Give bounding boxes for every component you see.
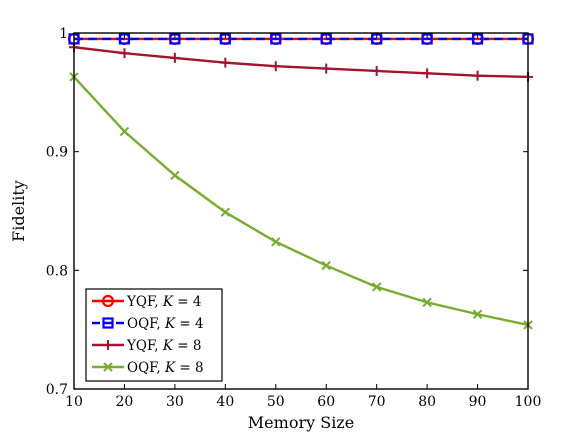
x-tick-label: 90 <box>469 394 487 410</box>
axes-box <box>73 32 529 390</box>
series-3-point-8 <box>472 309 483 319</box>
series-3-point-2 <box>170 170 180 181</box>
series-3-point-7 <box>422 297 432 308</box>
series-3-point-5 <box>321 260 331 271</box>
legend-marker-1 <box>102 317 114 329</box>
series-2-point-2 <box>169 52 180 63</box>
x-tick-label: 40 <box>216 394 234 410</box>
series-line-3 <box>73 76 529 327</box>
legend-item-2: YQF, K = 8 <box>92 338 201 354</box>
x-axis-label: Memory Size <box>248 413 354 432</box>
x-tick-label: 50 <box>267 394 285 410</box>
legend-item-0: YQF, K = 4 <box>92 294 201 310</box>
legend-marker-3 <box>103 362 113 372</box>
y-tick-label: 1 <box>59 26 68 42</box>
y-axis-label: Fidelity <box>9 180 28 242</box>
legend-label-0: YQF, K = 4 <box>126 294 201 310</box>
series-2-point-7 <box>422 68 433 79</box>
x-tick-label: 10 <box>65 394 83 410</box>
legend-item-3: OQF, K = 8 <box>92 360 204 376</box>
legend: YQF, K = 4 OQF, K = 4 YQF, K = 8 OQF, K = 8 <box>85 288 223 382</box>
legend-item-1: OQF, K = 4 <box>92 316 204 332</box>
legend-label-2: YQF, K = 8 <box>126 338 201 354</box>
axes: 10 20 30 40 50 60 70 80 90 100 0.7 0.8 0.9 1 <box>46 26 542 410</box>
series-2-point-4 <box>270 61 281 72</box>
y-tick-label: 0.9 <box>46 145 68 161</box>
y-tick-label: 0.7 <box>46 382 68 398</box>
x-tick-label: 100 <box>515 394 542 410</box>
x-tick-label: 20 <box>116 394 134 410</box>
series-2-point-6 <box>371 65 382 76</box>
legend-label-3: OQF, K = 8 <box>127 360 204 376</box>
series-3-point-6 <box>371 282 382 292</box>
series-3-point-3 <box>220 207 231 217</box>
x-tick-label: 80 <box>418 394 436 410</box>
series-2-point-8 <box>472 70 483 81</box>
x-tick-label: 60 <box>317 394 335 410</box>
series-3-point-1 <box>119 126 130 137</box>
x-tick-label: 70 <box>368 394 386 410</box>
series-2-point-3 <box>220 57 231 68</box>
legend-label-1: OQF, K = 4 <box>127 316 204 332</box>
y-tick-label: 0.8 <box>46 263 68 279</box>
series-2-point-1 <box>119 48 130 59</box>
legend-marker-2 <box>103 340 113 350</box>
series-3-point-4 <box>271 237 281 247</box>
series-line-2 <box>73 46 529 79</box>
x-tick-label: 30 <box>166 394 184 410</box>
legend-marker-0 <box>101 294 115 308</box>
series-2-point-5 <box>321 63 332 74</box>
